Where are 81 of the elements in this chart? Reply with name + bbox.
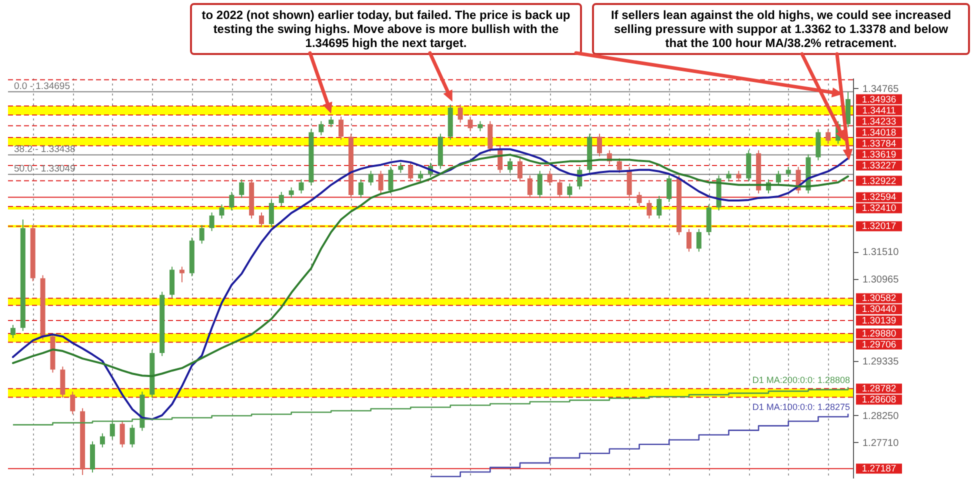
candlestick [776, 170, 781, 186]
candlestick [666, 174, 672, 202]
candlestick [338, 116, 344, 140]
series-label: D1 MA:100:0:0: 1.28275 [752, 402, 850, 412]
candlestick [646, 199, 652, 220]
candlestick [517, 158, 522, 182]
y-tick-label: 1.27710 [862, 438, 900, 449]
callout: to 2022 (not shown) earlier today, but failed. The price is back up testing the swing highs. Move above is more bullish with the 1.34695 high the next target. [190, 3, 582, 55]
candlestick [328, 116, 334, 128]
ref-line-label: 1.32410 [862, 203, 896, 214]
ref-line-label: 1.33784 [862, 138, 896, 150]
candlestick [219, 204, 224, 220]
candlestick [398, 162, 404, 174]
candlestick [368, 170, 374, 186]
candlestick [418, 170, 424, 182]
ref-line-label: 1.30582 [862, 293, 896, 304]
candlestick [597, 133, 602, 157]
candlestick [259, 212, 264, 228]
legend-label: 1.33619 [862, 149, 896, 160]
ref-line-label: 1.32922 [862, 176, 896, 187]
candlestick [616, 158, 622, 174]
annotation: 50.0 - 1.33049 [14, 163, 76, 174]
candlestick [468, 116, 473, 132]
ref-line-label: 1.32017 [862, 221, 896, 232]
candlestick [70, 391, 76, 415]
candlestick [209, 212, 214, 232]
candlestick [358, 178, 364, 198]
candlestick [557, 178, 562, 198]
ref-line-label: 1.28608 [862, 394, 896, 406]
y-tick-label: 1.28250 [862, 410, 900, 422]
candlestick [388, 166, 394, 194]
ref-line-label: 1.34936 [862, 94, 896, 106]
y-tick-label: 1.30965 [862, 274, 900, 286]
candlestick [199, 224, 204, 244]
ref-line-label: 1.33227 [862, 160, 896, 172]
candlestick [179, 266, 184, 283]
ref-line-label: 1.32594 [862, 192, 896, 204]
candlestick [298, 178, 304, 194]
candlestick [636, 191, 642, 206]
candlestick [288, 186, 294, 198]
candlestick [378, 170, 384, 194]
candlestick [268, 199, 274, 228]
candlestick [527, 174, 532, 198]
candlestick [408, 162, 414, 182]
ref-line-label: 1.29706 [862, 339, 896, 350]
annotation: 38.2 - 1.33438 [14, 144, 76, 155]
y-tick-label: 1.29335 [862, 356, 900, 368]
candlestick [10, 324, 16, 338]
candlestick [508, 158, 513, 174]
ref-line-label: 1.27187 [862, 464, 896, 475]
ref-line-label: 1.34018 [862, 127, 896, 138]
candlestick [826, 128, 831, 144]
candlestick [458, 104, 463, 124]
ref-line-label: 1.29880 [862, 328, 896, 340]
candlestick [686, 228, 692, 252]
candlestick [547, 170, 552, 186]
candlestick [726, 170, 732, 182]
candlestick [239, 178, 244, 198]
candlestick [786, 166, 791, 178]
candlestick [567, 182, 572, 198]
ref-line-label: 1.30440 [862, 304, 896, 316]
candlestick [120, 420, 125, 448]
candlestick [130, 424, 135, 448]
callout: If sellers lean against the old highs, we could see increased selling pressure with suppor at 1.3362 to 1.3378 and below that the 100 hour MA/38.2% retracement. [592, 3, 970, 55]
candlestick [537, 170, 542, 198]
candlestick [696, 228, 702, 252]
candlestick [229, 191, 234, 211]
ref-line-label: 1.34411 [862, 105, 896, 116]
candlestick [278, 191, 284, 206]
y-tick-label: 1.34765 [862, 84, 900, 95]
ref-line-label: 1.30139 [862, 315, 896, 326]
y-tick-label: 1.31510 [862, 247, 900, 258]
candlestick [318, 120, 324, 136]
candlestick [736, 170, 742, 182]
candlestick [100, 432, 105, 448]
series-label: D1 MA:200:0:0: 1.28808 [752, 375, 850, 386]
candlestick [478, 120, 483, 132]
candlestick [656, 195, 662, 220]
ref-line-label: 1.28782 [862, 384, 896, 395]
ref-line-label: 1.34233 [862, 116, 896, 128]
annotation: 0.0 - 1.34695 [14, 80, 70, 92]
